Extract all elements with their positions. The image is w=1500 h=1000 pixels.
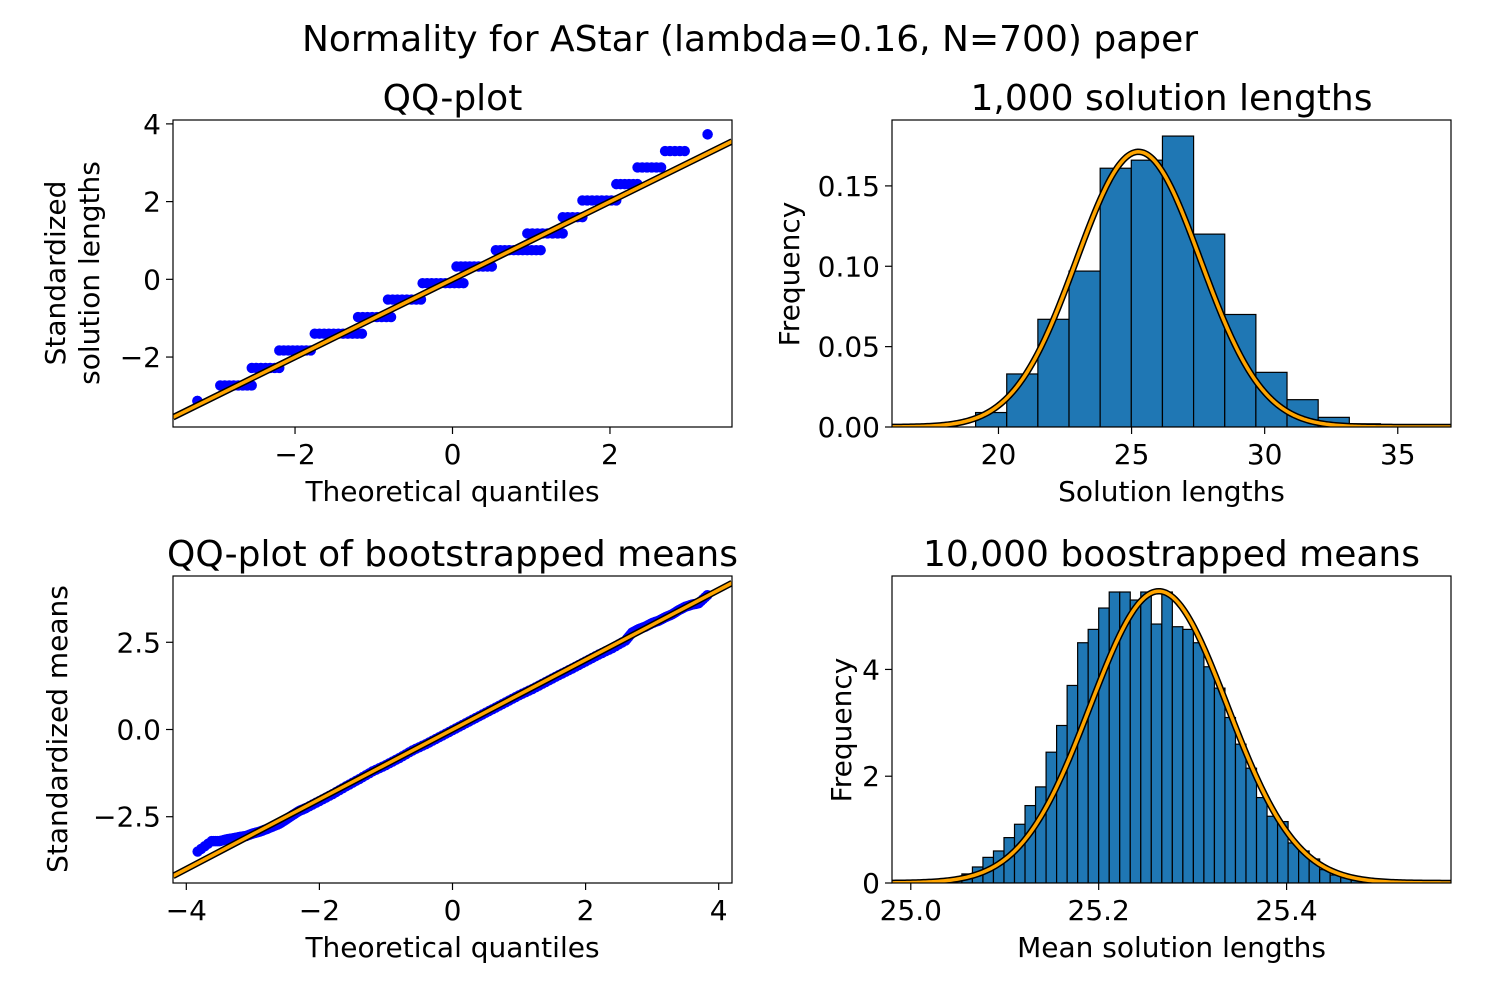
x-tick-label: 2 <box>577 894 595 927</box>
x-tick-label: −4 <box>166 894 207 927</box>
y-tick-label: 0.00 <box>818 411 880 444</box>
y-axis-label: Frequency <box>825 658 858 803</box>
y-tick-label: 0.05 <box>818 331 880 364</box>
figure-title: Normality for AStar (lambda=0.16, N=700)… <box>302 19 1198 60</box>
plot-area: 20 25 30 35 0.00 0.05 0.10 0.15 <box>818 119 1452 471</box>
qq-point <box>557 228 568 239</box>
histogram-bar <box>1055 724 1068 883</box>
histogram-bar <box>1266 815 1279 883</box>
plot-area: 25.0 25.2 25.4 0 2 4 <box>862 575 1452 927</box>
x-tick-label: 25.0 <box>880 894 942 927</box>
y-tick-label: −2 <box>120 341 161 374</box>
x-axis-label: Solution lengths <box>1058 475 1285 508</box>
histogram-bar <box>1099 167 1132 427</box>
panel-title: 1,000 solution lengths <box>970 78 1372 119</box>
y-tick-label: 4 <box>143 108 161 141</box>
histogram-bar <box>1037 318 1070 427</box>
plot-area: −2 0 2 −2 0 2 4 <box>120 108 733 471</box>
histogram-bar <box>1192 642 1205 883</box>
panel-title: 10,000 boostrapped means <box>923 534 1420 575</box>
histogram-bar <box>1045 751 1058 883</box>
y-tick-label: 0.15 <box>818 170 880 203</box>
panel-title: QQ-plot <box>383 78 523 119</box>
x-tick-label: 0 <box>444 894 462 927</box>
qq-point <box>535 244 546 256</box>
plot-marks <box>892 587 1451 883</box>
histogram-bar <box>1255 796 1268 883</box>
x-tick-label: 0 <box>444 438 462 471</box>
histogram-bar <box>1024 804 1037 883</box>
histogram-bar <box>1087 628 1100 883</box>
y-tick-label: 0 <box>862 867 880 900</box>
histogram-bar <box>1034 786 1047 883</box>
panel-qq-plot-bootstrapped-means: QQ-plot of bootstrapped means −4 −2 0 2 4 −2.… <box>41 534 738 964</box>
histogram-bar <box>1203 666 1216 883</box>
x-tick-label: 25 <box>1114 438 1150 471</box>
plot-marks <box>892 135 1451 427</box>
y-tick-label: 0.0 <box>116 714 161 747</box>
y-tick-label: 2 <box>143 186 161 219</box>
qq-point <box>356 328 368 339</box>
panel-title: QQ-plot of bootstrapped means <box>167 534 738 575</box>
x-tick-label: −2 <box>299 894 340 927</box>
y-axis-label: Frequency <box>773 202 806 347</box>
histogram-bar <box>1066 684 1079 883</box>
y-tick-label: −2.5 <box>93 801 161 834</box>
histogram-bar <box>1140 591 1152 883</box>
x-axis-label: Theoretical quantiles <box>304 931 599 964</box>
histogram-bar <box>1129 599 1142 883</box>
y-tick-label: 0 <box>143 263 161 296</box>
x-tick-label: 25.2 <box>1068 894 1130 927</box>
histogram-bar <box>1077 642 1089 883</box>
y-tick-label: 4 <box>862 653 880 686</box>
plot-area: −4 −2 0 2 4 −2.5 0.0 2.5 <box>93 575 733 927</box>
y-axis-label: Standardized means <box>41 585 74 873</box>
histogram-bar <box>1245 767 1258 883</box>
plot-marks <box>173 129 732 421</box>
panel-solution-lengths-histogram: 1,000 solution lengths 20 25 30 35 0.00 0.05 0… <box>773 78 1452 508</box>
histogram-bar <box>1192 233 1226 427</box>
reference-line <box>173 139 732 419</box>
y-axis-label-line1: Standardized <box>39 181 72 366</box>
histogram-bar <box>1161 591 1173 883</box>
x-tick-label: 35 <box>1380 438 1416 471</box>
histogram-bar <box>1182 628 1194 883</box>
histogram-bar <box>1068 270 1101 427</box>
histogram-bar <box>1171 626 1184 883</box>
qq-point <box>702 129 713 140</box>
y-tick-label: 0.10 <box>818 250 880 283</box>
histogram-bar <box>1098 607 1110 883</box>
y-tick-label: 2.5 <box>116 626 161 659</box>
histogram-bar <box>1234 743 1247 883</box>
y-axis-label-line2: solution lengths <box>73 161 106 385</box>
axes-frame <box>891 575 1452 884</box>
histogram-bar <box>1224 716 1237 883</box>
axes-frame <box>891 119 1452 428</box>
x-axis-label: Theoretical quantiles <box>304 475 599 508</box>
panel-bootstrapped-means-histogram: 10,000 boostrapped means 25.0 25.2 25.4 0 2 4… <box>825 534 1452 964</box>
qq-point <box>679 145 690 157</box>
qq-point <box>655 162 667 173</box>
histogram-bar <box>1150 623 1163 883</box>
normal-fit-curve <box>892 589 1451 883</box>
x-tick-label: 25.4 <box>1255 894 1317 927</box>
plot-marks <box>173 580 732 879</box>
x-tick-label: 2 <box>601 438 619 471</box>
histogram-bar <box>1213 687 1226 883</box>
histogram-bar <box>1130 159 1164 427</box>
x-tick-label: −2 <box>274 438 315 471</box>
x-axis-label: Mean solution lengths <box>1017 931 1326 964</box>
x-tick-label: 4 <box>710 894 728 927</box>
x-tick-label: 30 <box>1247 438 1283 471</box>
y-tick-label: 2 <box>862 760 880 793</box>
reference-line <box>173 581 732 878</box>
x-tick-label: 20 <box>981 438 1017 471</box>
qq-point <box>458 278 469 289</box>
